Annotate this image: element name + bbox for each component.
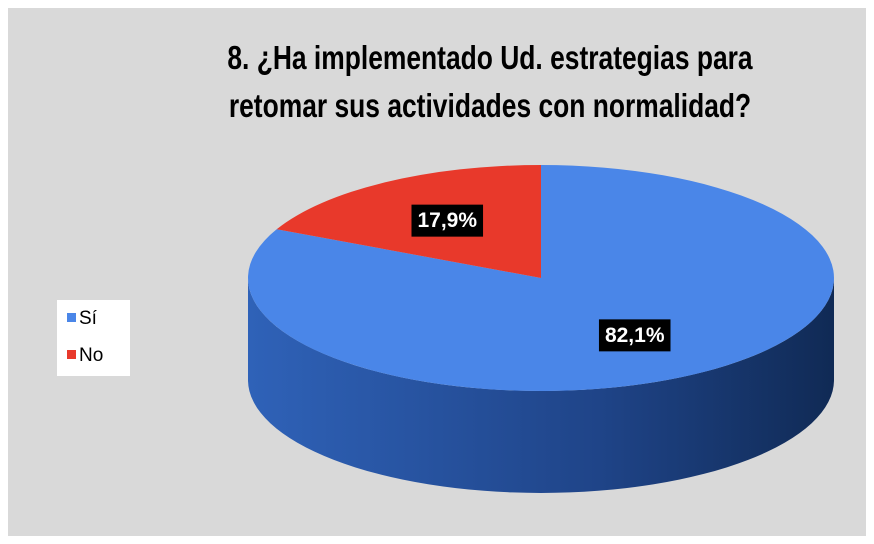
pie-slice xyxy=(276,165,541,278)
data-label-bg xyxy=(598,319,671,352)
legend-box xyxy=(57,300,130,376)
chart-title: 8. ¿Ha implementado Ud. estrategias para… xyxy=(227,39,753,124)
legend-label: No xyxy=(79,345,103,366)
data-label-bg xyxy=(411,204,484,237)
legend-swatch xyxy=(67,313,76,322)
legend-label: Sí xyxy=(79,308,98,329)
pie-side xyxy=(248,278,834,493)
legend-swatch xyxy=(67,350,76,359)
data-label: 82,1% xyxy=(605,324,665,347)
data-label: 17,9% xyxy=(417,209,477,232)
